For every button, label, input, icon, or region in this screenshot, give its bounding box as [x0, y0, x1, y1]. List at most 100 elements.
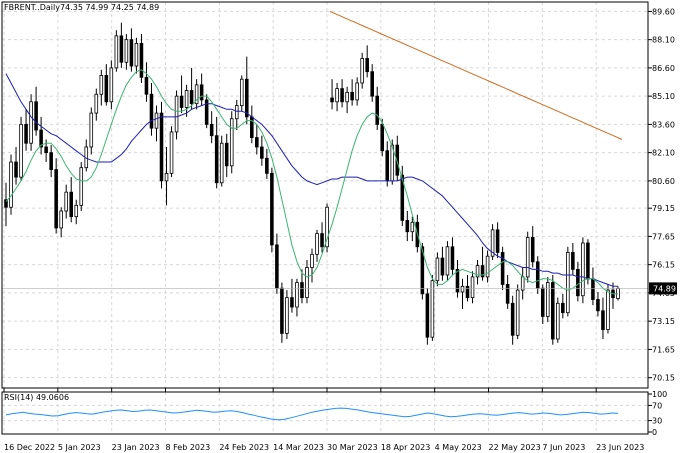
- candle-body: [229, 118, 234, 167]
- candle-body: [586, 242, 590, 280]
- candle-body: [134, 43, 139, 67]
- y-tick-label: 88.10: [652, 36, 675, 45]
- x-tick-label: 16 Dec 2022: [4, 443, 55, 452]
- candle-body: [214, 135, 219, 184]
- candle-body: [104, 75, 109, 103]
- x-tick-label: 22 May 2023: [489, 443, 541, 452]
- price-grid: [2, 2, 648, 434]
- chart-ohlc-label: 74.35 74.99 74.25 74.89: [60, 3, 159, 12]
- candle-body: [224, 142, 229, 167]
- candle-body: [159, 112, 164, 182]
- candle-body: [139, 43, 144, 78]
- candle-body: [250, 116, 254, 138]
- rsi-y-tick-label: 100: [652, 390, 667, 399]
- x-tick-label: 30 Mar 2023: [327, 443, 378, 452]
- candle-body: [219, 142, 224, 184]
- x-tick-label: 14 Mar 2023: [273, 443, 324, 452]
- candle-body: [194, 84, 199, 105]
- x-tick-label: 24 Feb 2023: [219, 443, 269, 452]
- candle-body: [330, 97, 334, 103]
- y-tick-label: 82.10: [652, 149, 675, 158]
- candle-body: [290, 297, 294, 308]
- y-tick-label: 85.10: [652, 92, 675, 101]
- candle-body: [495, 229, 500, 253]
- candle-body: [591, 278, 595, 300]
- candle-body: [280, 287, 284, 334]
- candle-body: [566, 252, 570, 314]
- candle-body: [510, 302, 515, 336]
- candle-body: [154, 112, 159, 129]
- candle-body: [234, 105, 239, 120]
- candle-body: [149, 93, 154, 129]
- candle-body: [300, 282, 304, 299]
- rsi-y-tick-label: 70: [652, 401, 662, 410]
- candle-body: [365, 58, 369, 73]
- candle-body: [99, 75, 104, 95]
- candle-body: [39, 129, 43, 148]
- candle-body: [540, 287, 545, 317]
- candle-body: [164, 172, 169, 182]
- y-tick-label: 80.60: [652, 177, 675, 186]
- candle-body: [29, 101, 33, 144]
- candle-body: [395, 144, 400, 176]
- x-tick-label: 7 Jun 2023: [542, 443, 585, 452]
- candle-body: [49, 152, 53, 170]
- candle-body: [59, 210, 63, 229]
- candle-body: [535, 261, 540, 289]
- x-tick-label: 18 Apr 2023: [381, 443, 430, 452]
- rsi-panel: [2, 404, 648, 422]
- candle-body: [109, 67, 114, 103]
- candle-body: [169, 131, 174, 174]
- candle-body: [189, 90, 194, 105]
- x-tick-label: 5 Jan 2023: [58, 443, 101, 452]
- candle-body: [525, 236, 530, 278]
- candle-body: [405, 220, 410, 233]
- candle-body: [310, 253, 314, 268]
- candle-body: [305, 267, 309, 299]
- candle-body: [581, 242, 585, 297]
- candle-body: [255, 137, 259, 148]
- y-tick-label: 79.15: [652, 204, 675, 213]
- candle-body: [239, 78, 244, 106]
- candle-body: [370, 71, 374, 97]
- y-tick-label: 71.65: [652, 345, 675, 354]
- candle-body: [285, 297, 289, 334]
- candle-body: [440, 257, 445, 276]
- chart-symbol-label: FBRENT..Daily: [4, 3, 60, 12]
- candle-body: [124, 39, 129, 63]
- candle-body: [475, 265, 480, 278]
- candle-body: [34, 101, 38, 131]
- price-panel-frame: [1, 1, 649, 389]
- candle-body: [24, 123, 28, 144]
- candle-body: [245, 78, 249, 118]
- candle-body: [320, 233, 324, 248]
- candle-body: [606, 289, 610, 331]
- candle-body: [470, 276, 475, 299]
- y-tick-label: 83.60: [652, 120, 675, 129]
- candle-body: [380, 123, 385, 152]
- candle-body: [275, 244, 279, 289]
- candle-body: [596, 299, 600, 312]
- y-tick-label: 77.65: [652, 232, 675, 241]
- candle-body: [505, 284, 510, 304]
- candle-body: [340, 88, 344, 103]
- x-tick-label: 23 Jun 2023: [596, 443, 644, 452]
- candle-body: [556, 302, 560, 340]
- rsi-panel-frame: [1, 391, 649, 435]
- y-tick-label: 70.15: [652, 374, 675, 383]
- candle-body: [551, 282, 555, 340]
- candle-body: [445, 246, 450, 276]
- price-panel: [2, 10, 648, 345]
- ma-fast-line: [5, 69, 618, 295]
- candle-body: [79, 167, 84, 206]
- y-tick-label: 89.60: [652, 7, 675, 16]
- candle-body: [430, 280, 435, 338]
- candle-body: [295, 282, 299, 308]
- candle-body: [490, 229, 495, 257]
- candle-body: [270, 172, 274, 246]
- candle-body: [4, 199, 8, 208]
- candle-body: [515, 289, 520, 336]
- y-tick-label: 86.60: [652, 64, 675, 73]
- last-price-label: 74.89: [653, 284, 676, 293]
